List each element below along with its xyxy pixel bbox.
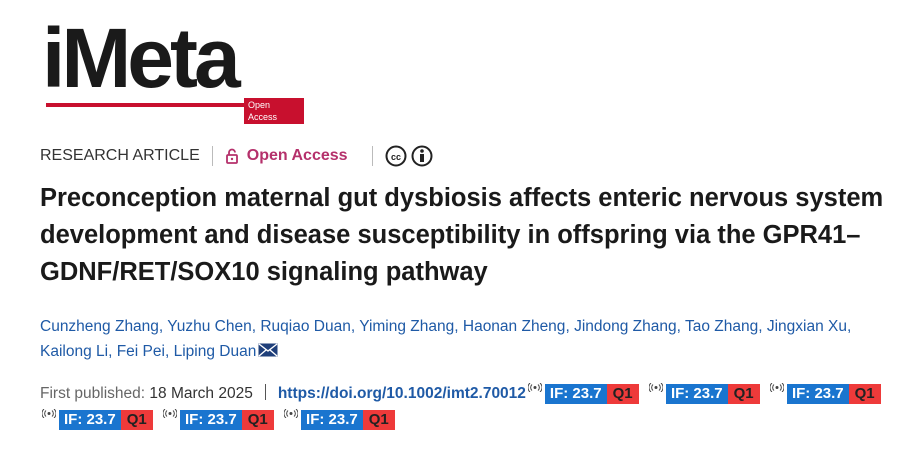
- altmetric-icon: [526, 382, 545, 402]
- altmetric-icon: [282, 408, 301, 428]
- author-separator: ,: [846, 318, 852, 335]
- author[interactable]: Tao Zhang: [684, 318, 759, 335]
- impact-factor: IF: 23.7: [786, 384, 849, 404]
- author-separator: ,: [565, 318, 570, 335]
- altmetric-icon: [40, 408, 59, 428]
- author[interactable]: Jingxian Xu: [766, 318, 847, 335]
- altmetric-icon: [647, 382, 666, 402]
- lock-icon: [225, 148, 238, 164]
- metric-badge[interactable]: IF: 23.7 Q1: [59, 410, 153, 430]
- author[interactable]: Haonan Zheng: [462, 318, 566, 335]
- author[interactable]: Yiming Zhang: [359, 318, 455, 335]
- author-separator: ,: [758, 318, 763, 335]
- divider: [371, 146, 373, 166]
- quartile: Q1: [606, 384, 639, 404]
- author-separator: ,: [251, 318, 257, 335]
- author[interactable]: Kailong Li: [40, 343, 109, 360]
- publication-info: First published: 18 March 2025 https://do…: [40, 381, 900, 433]
- svg-text:cc: cc: [391, 152, 401, 162]
- author-separator: ,: [158, 318, 164, 335]
- quartile: Q1: [727, 384, 760, 404]
- author-separator: ,: [676, 318, 681, 335]
- quartile: Q1: [120, 410, 153, 430]
- quartile: Q1: [241, 410, 274, 430]
- author[interactable]: Yuzhu Chen: [167, 318, 252, 335]
- metric-badge[interactable]: IF: 23.7 Q1: [301, 410, 395, 430]
- meta-row: RESEARCH ARTICLE Open Access cc: [40, 145, 435, 167]
- published-label: First published:: [40, 385, 146, 402]
- impact-factor: IF: 23.7: [180, 410, 242, 430]
- author-separator: ,: [108, 343, 113, 360]
- author[interactable]: Fei Pei: [116, 343, 165, 360]
- divider: [211, 146, 213, 166]
- metric-badge[interactable]: IF: 23.7 Q1: [544, 384, 639, 404]
- author-separator: ,: [350, 318, 356, 335]
- altmetric-icon: [768, 382, 787, 402]
- impact-factor: IF: 23.7: [59, 410, 121, 430]
- published-date: 18 March 2025: [149, 385, 253, 402]
- author[interactable]: Cunzheng Zhang: [40, 318, 159, 335]
- quartile: Q1: [848, 384, 881, 404]
- author-separator: ,: [164, 343, 170, 360]
- metric-badge[interactable]: IF: 23.7 Q1: [665, 384, 760, 404]
- logo-text: iMeta: [42, 11, 241, 105]
- logo[interactable]: iMeta Open Access: [42, 8, 304, 124]
- impact-factor: IF: 23.7: [544, 384, 607, 404]
- author-separator: ,: [454, 318, 459, 335]
- divider: [264, 384, 266, 400]
- impact-factor: IF: 23.7: [301, 410, 363, 430]
- doi-link[interactable]: https://doi.org/10.1002/imt2.70012: [277, 385, 526, 402]
- author[interactable]: Jindong Zhang: [574, 318, 677, 335]
- quartile: Q1: [362, 410, 395, 430]
- author[interactable]: Liping Duan: [173, 343, 257, 360]
- impact-factor: IF: 23.7: [665, 384, 728, 404]
- logo-underline: [46, 103, 244, 107]
- open-access[interactable]: Open Access: [246, 147, 348, 164]
- logo-tag: Open Access: [244, 98, 304, 124]
- author-list: Cunzheng Zhang, Yuzhu Chen, Ruqiao Duan,…: [40, 314, 900, 364]
- metric-badge[interactable]: IF: 23.7 Q1: [786, 384, 881, 404]
- license-icons[interactable]: cc: [385, 145, 435, 167]
- author[interactable]: Ruqiao Duan: [260, 318, 351, 335]
- article-title: Preconception maternal gut dysbiosis aff…: [40, 184, 884, 286]
- metric-badge[interactable]: IF: 23.7 Q1: [180, 410, 274, 430]
- altmetric-icon: [161, 408, 180, 428]
- email-icon[interactable]: [256, 343, 278, 360]
- article-type: RESEARCH ARTICLE: [40, 147, 200, 164]
